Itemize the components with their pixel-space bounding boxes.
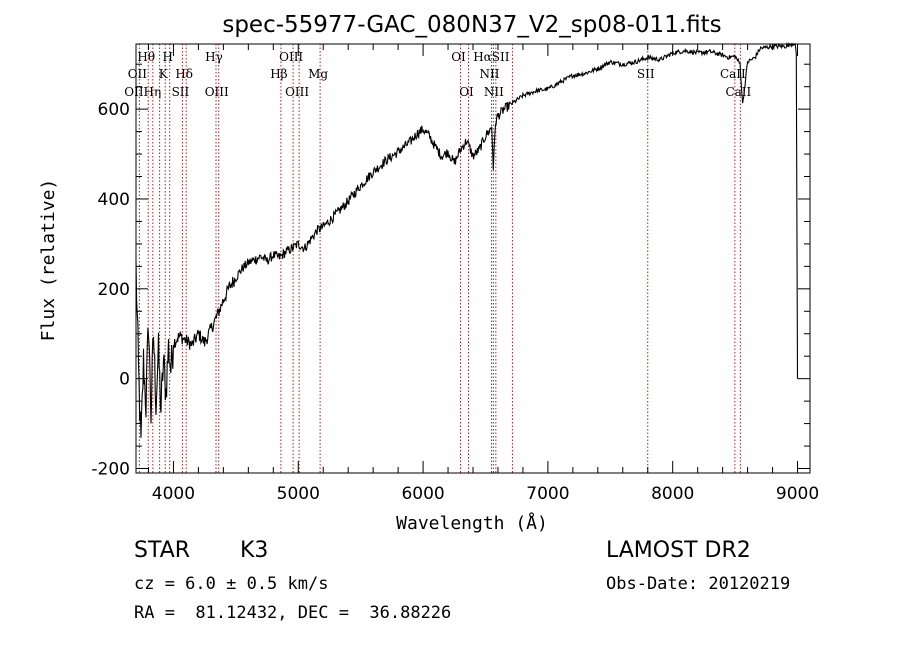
y-tick-label: -200: [91, 460, 130, 480]
line-marker-label: NII: [484, 85, 504, 99]
line-marker-label: SII: [637, 67, 655, 81]
redshift-value: cz = 6.0 ± 0.5 km/s: [134, 574, 329, 594]
y-tick-label: 600: [98, 100, 130, 120]
line-marker-label: OI: [451, 50, 466, 64]
line-marker-label: SII: [172, 85, 190, 99]
spectral-line-labels: Hθ H Hγ OIII OI HαSII OII K Hδ Hβ Mg NII SII CaII OIIH…: [124, 50, 751, 99]
line-marker-label: Hδ: [175, 67, 193, 81]
y-axis-ticks: -200 0 200 400 600: [91, 63, 810, 480]
object-type: STAR: [134, 538, 191, 563]
line-marker-label: OII: [128, 67, 148, 81]
line-marker-label: OI: [459, 85, 474, 99]
x-tick-label: 6000: [401, 484, 444, 504]
x-tick-label: 5000: [277, 484, 320, 504]
survey-name: LAMOST DR2: [606, 538, 751, 563]
x-tick-label: 7000: [526, 484, 569, 504]
y-tick-label: 400: [98, 190, 130, 210]
line-marker-label: OIII: [205, 85, 229, 99]
line-marker-label: NII: [479, 67, 499, 81]
y-tick-label: 0: [119, 370, 130, 390]
line-marker-label: CaII: [725, 85, 751, 99]
x-tick-label: 4000: [152, 484, 195, 504]
observation-date: Obs-Date: 20120219: [606, 574, 791, 594]
y-axis-label: Flux (relative): [38, 179, 59, 342]
line-marker-label: OIIHη: [124, 85, 161, 99]
spectral-line-markers: [138, 44, 741, 473]
spectrum-line: [135, 41, 799, 438]
line-marker-label: HαSII: [473, 50, 510, 64]
line-marker-label: Hβ: [270, 67, 287, 81]
ra-dec-coordinates: RA = 81.12432, DEC = 36.88226: [134, 603, 452, 623]
line-marker-label: H: [162, 50, 172, 64]
y-tick-label: 200: [98, 280, 130, 300]
plot-frame: [135, 43, 811, 474]
x-axis-ticks: 4000 5000 6000 7000 8000 9000: [147, 44, 819, 504]
x-tick-label: 9000: [776, 484, 819, 504]
line-marker-label: CaII: [720, 67, 746, 81]
line-marker-label: Mg: [308, 67, 328, 81]
line-marker-label: Hγ: [205, 50, 223, 64]
line-marker-label: OIII: [285, 85, 309, 99]
chart-title: spec-55977-GAC_080N37_V2_sp08-011.fits: [222, 12, 721, 38]
spectral-subclass: K3: [240, 538, 269, 563]
x-tick-label: 8000: [651, 484, 694, 504]
line-marker-label: K: [159, 67, 169, 81]
line-marker-label: Hθ: [137, 50, 155, 64]
line-marker-label: OIII: [279, 50, 303, 64]
x-axis-label: Wavelength (Å): [396, 512, 548, 534]
